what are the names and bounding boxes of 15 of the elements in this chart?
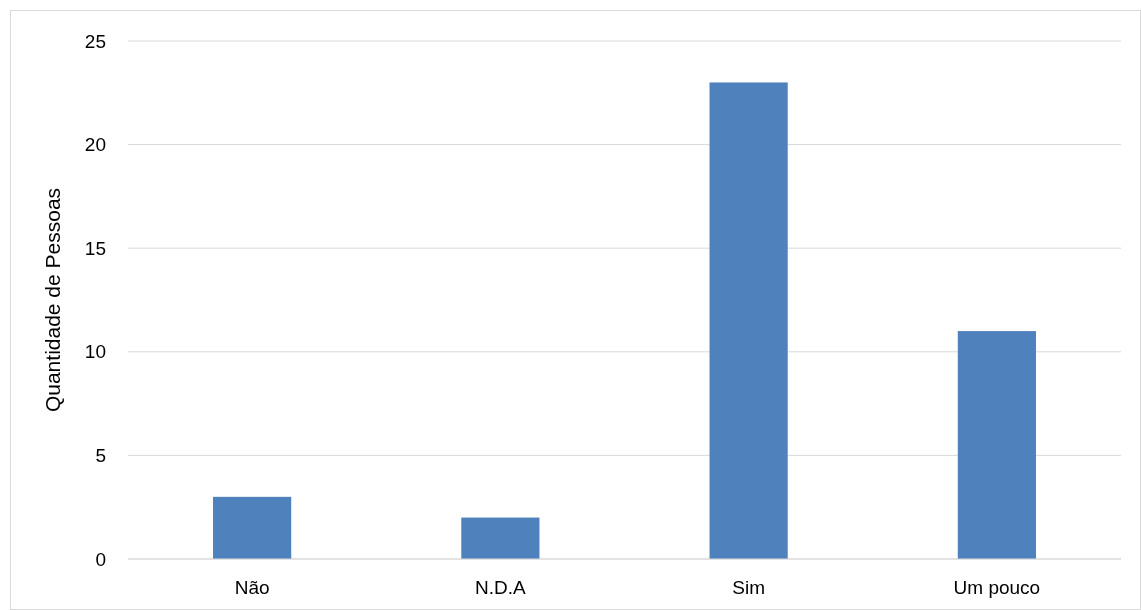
- y-tick-label: 5: [95, 445, 106, 467]
- x-tick-label: Sim: [732, 577, 765, 598]
- x-tick-label: N.D.A: [475, 577, 527, 598]
- bar: [213, 496, 292, 559]
- x-tick-label: Um pouco: [953, 577, 1041, 598]
- y-tick-label: 0: [95, 548, 106, 570]
- y-tick-label: 25: [84, 30, 106, 52]
- bar: [709, 82, 788, 559]
- bar: [957, 331, 1036, 559]
- y-tick-label: 15: [84, 237, 106, 259]
- y-tick-label: 20: [84, 134, 106, 156]
- bar: [461, 517, 540, 559]
- y-tick-label: 10: [84, 341, 106, 363]
- x-tick-label: Não: [234, 577, 270, 598]
- y-axis-title: Quantidade de Pessoas: [41, 187, 64, 413]
